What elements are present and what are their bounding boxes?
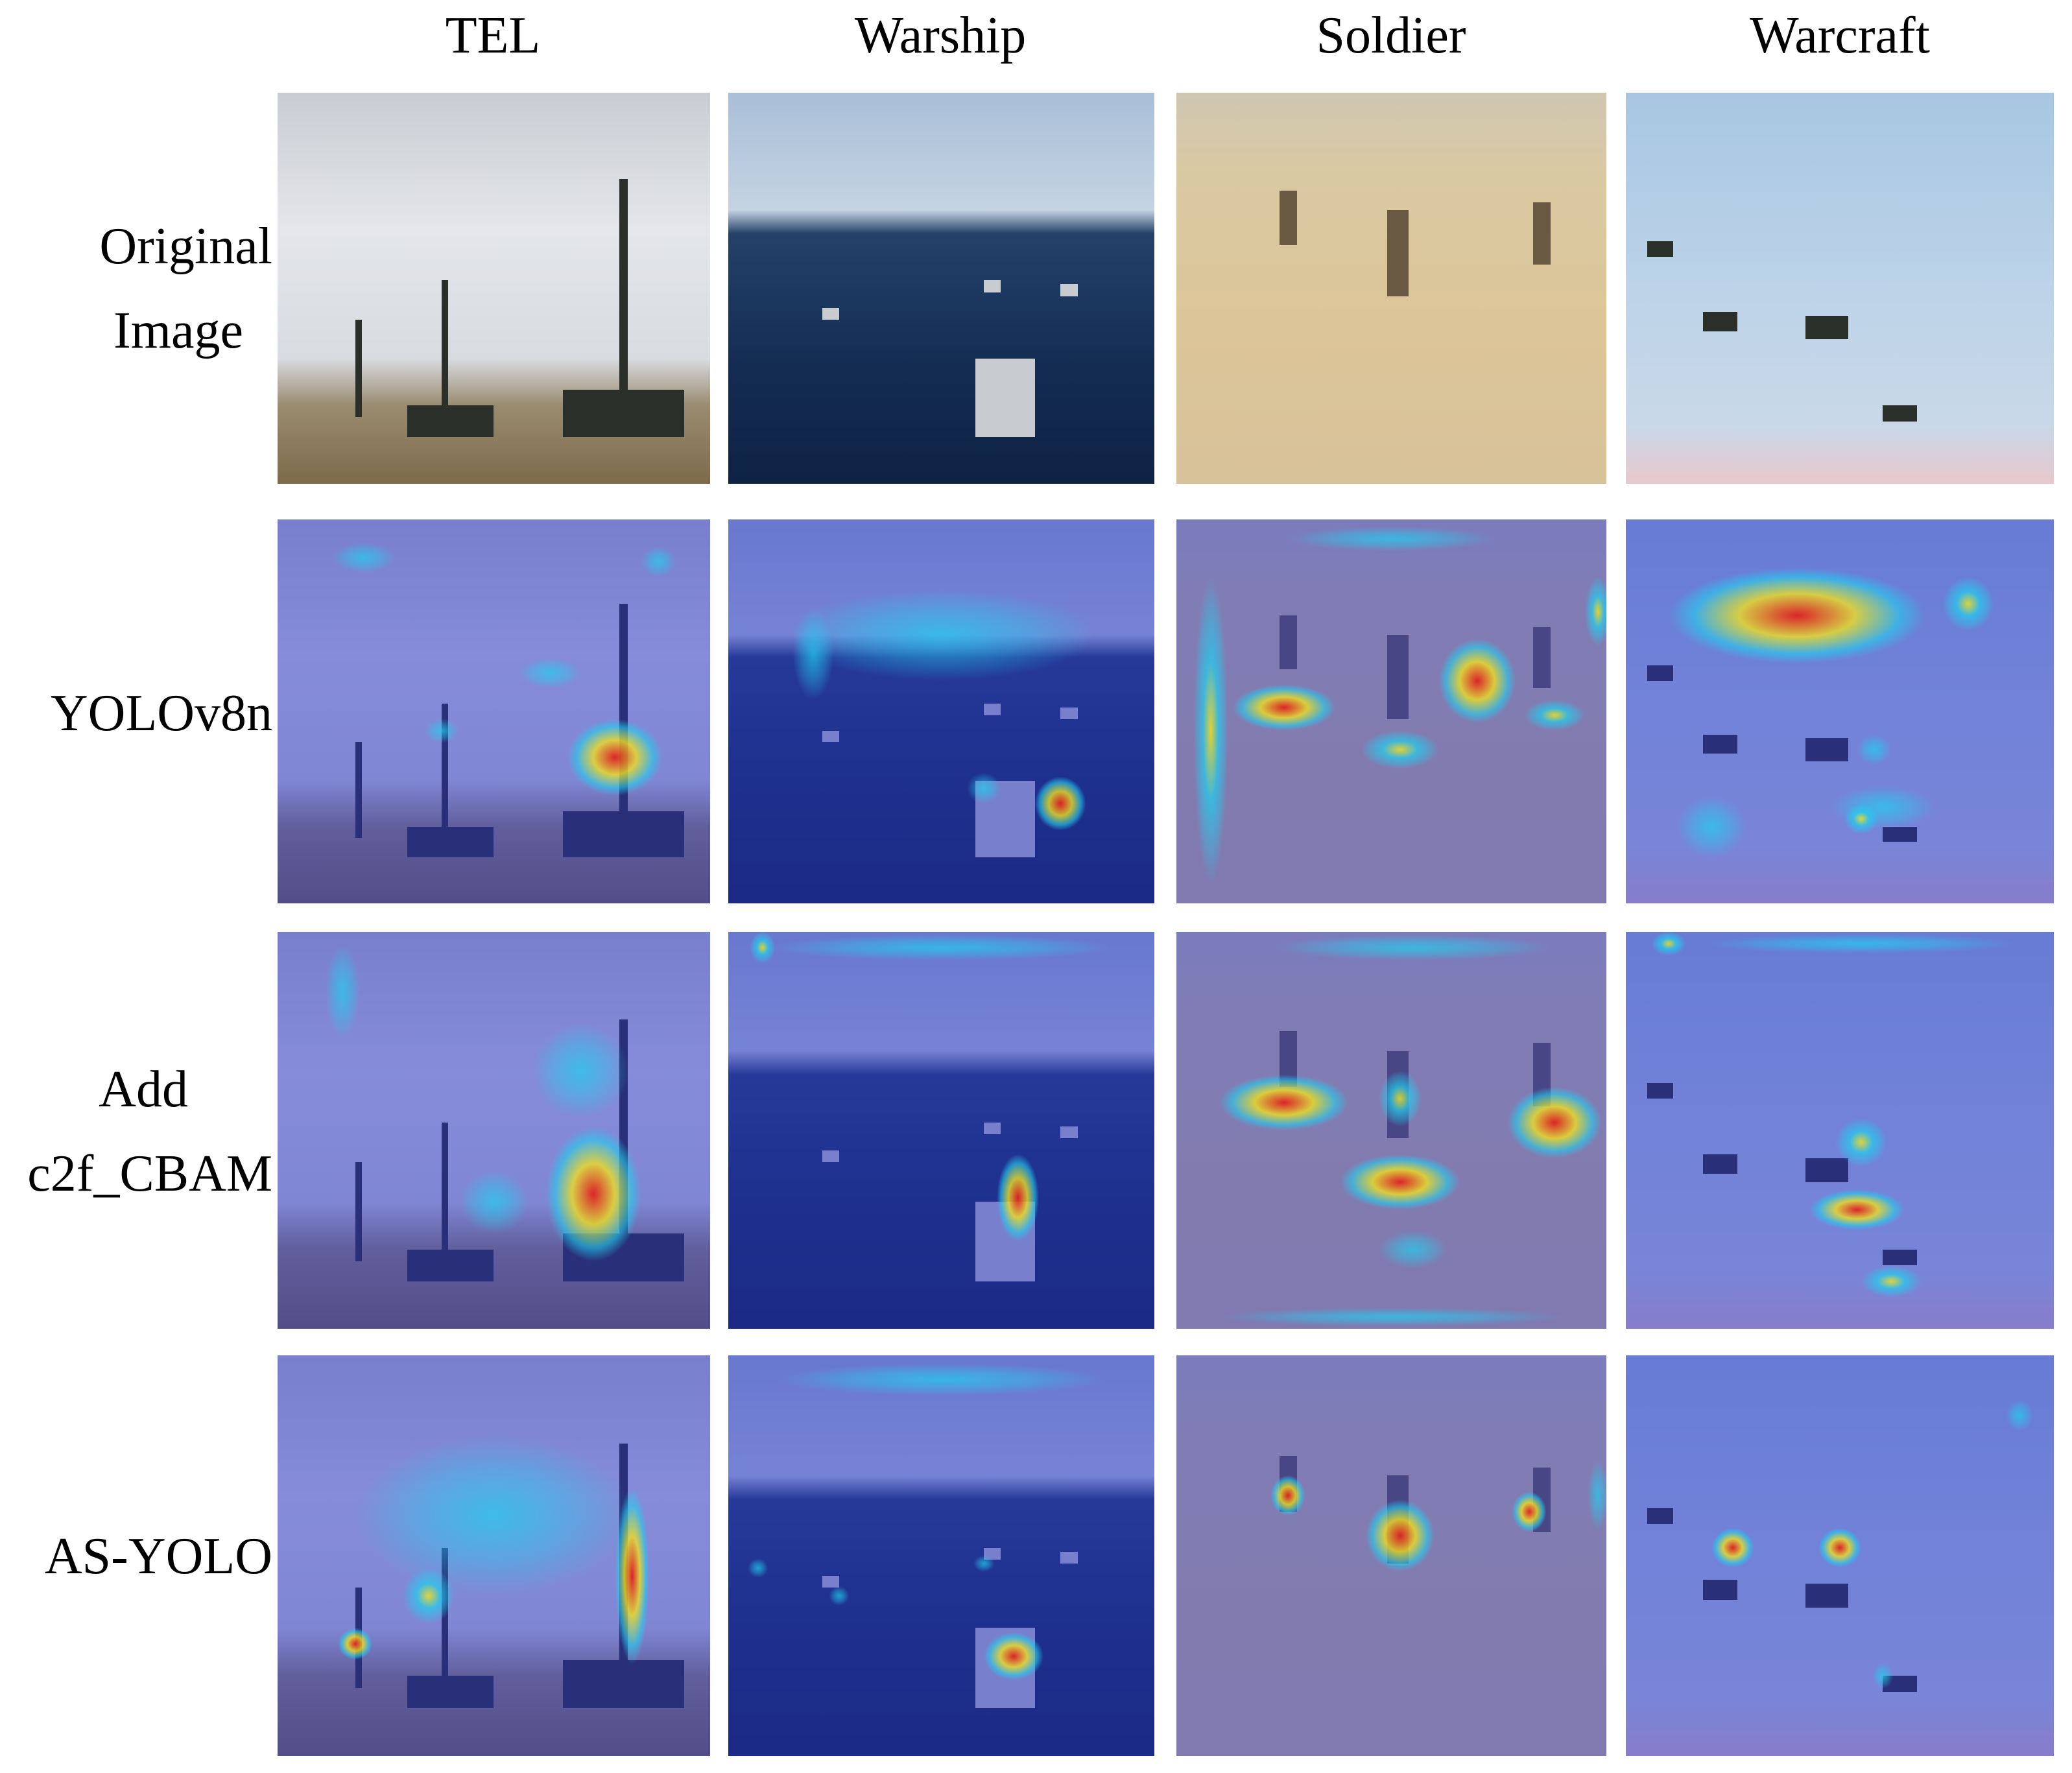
object-silhouette [1647, 241, 1673, 257]
heatmap-hotspot [1711, 1527, 1754, 1568]
heatmap-hotspot [338, 1628, 373, 1660]
heatmap-hotspot [1584, 1451, 1606, 1540]
image-yolov8n-warcraft [1626, 519, 2054, 903]
heatmap-hotspot [1512, 1492, 1547, 1532]
heatmap-hotspot [1669, 567, 1925, 663]
object-silhouette [1280, 190, 1297, 246]
row-label-add-c2f-cbam: Add c2f_CBAM [27, 1061, 272, 1202]
heatmap-hotspot [962, 768, 1006, 807]
object-silhouette [984, 280, 1001, 292]
heatmap-hotspot [984, 1632, 1044, 1680]
heatmap-hotspot [1942, 577, 1994, 631]
heatmap-hotspot [1852, 730, 1896, 769]
image-as-yolo-warcraft [1626, 1355, 2054, 1756]
heatmap-hotspot [787, 596, 839, 711]
heatmap-hotspot [1339, 1154, 1460, 1210]
object-silhouette [619, 178, 628, 414]
warship-photo [728, 93, 1154, 484]
heatmap-hotspot [1818, 780, 1947, 835]
heatmap-hotspot [1365, 1499, 1435, 1572]
image-original-soldier [1176, 93, 1606, 484]
heatmap-hotspot [728, 932, 1154, 964]
warcraft-photo [1626, 93, 2054, 484]
image-c2f-cbam-warship [728, 932, 1154, 1329]
object-silhouette [355, 319, 363, 418]
heatmap-overlay [728, 932, 1154, 1329]
heatmap-hotspot [320, 1415, 667, 1616]
heatmap-hotspot [1835, 1118, 1887, 1167]
heatmap-hotspot [511, 654, 589, 693]
object-silhouette [1060, 284, 1078, 296]
heatmap-hotspot [745, 1555, 771, 1580]
heatmap-hotspot [1219, 1075, 1349, 1130]
heatmap-hotspot [2002, 1395, 2037, 1436]
heatmap-hotspot [519, 1011, 641, 1130]
image-original-warship [728, 93, 1154, 484]
column-label-warship: Warship [854, 7, 1027, 64]
image-yolov8n-soldier [1176, 519, 1606, 903]
heatmap-hotspot [1193, 577, 1228, 885]
image-c2f-cbam-tel [278, 932, 710, 1329]
row-label-as-yolo: AS-YOLO [44, 1528, 272, 1585]
object-silhouette [1702, 311, 1737, 331]
heatmap-hotspot [1241, 932, 1585, 964]
heatmap-hotspot [325, 538, 403, 577]
column-label-soldier: Soldier [1316, 7, 1466, 64]
heatmap-hotspot [1035, 776, 1086, 831]
row-label-original-image: Original Image [99, 218, 272, 359]
heatmap-hotspot [1844, 803, 1879, 835]
row-label-yolov8n: YOLOv8n [50, 685, 272, 742]
image-c2f-cbam-warcraft [1626, 932, 2054, 1329]
heatmap-hotspot [996, 1154, 1040, 1242]
column-label-warcraft: Warcraft [1750, 7, 1930, 64]
object-silhouette [563, 390, 684, 437]
image-as-yolo-tel [278, 1355, 710, 1756]
image-as-yolo-warship [728, 1355, 1154, 1756]
heatmap-hotspot [1176, 1305, 1606, 1329]
heatmap-overlay [728, 1355, 1154, 1756]
object-silhouette [1883, 405, 1917, 422]
heatmap-hotspot [1669, 788, 1754, 865]
heatmap-hotspot [1232, 684, 1336, 731]
heatmap-hotspot [971, 1553, 997, 1574]
object-silhouette [975, 359, 1036, 437]
heatmap-overlay [278, 519, 710, 903]
heatmap-hotspot [567, 719, 663, 796]
heatmap-hotspot [1861, 1265, 1922, 1298]
heatmap-hotspot [636, 542, 680, 581]
heatmap-hotspot [420, 715, 464, 746]
heatmap-hotspot [739, 1359, 1144, 1399]
heatmap-hotspot [320, 932, 364, 1051]
object-silhouette [1533, 202, 1551, 265]
object-silhouette [822, 307, 839, 320]
heatmap-hotspot [450, 1161, 538, 1242]
object-silhouette [407, 405, 494, 437]
image-original-warcraft [1626, 93, 2054, 484]
object-silhouette [1387, 209, 1409, 296]
heatmap-hotspot [1262, 523, 1521, 554]
heatmap-hotspot [1361, 730, 1439, 769]
object-silhouette [442, 280, 449, 418]
heatmap-hotspot [1378, 1071, 1422, 1126]
heatmap-hotspot [545, 1126, 641, 1261]
heatmap-hotspot [1525, 700, 1585, 731]
column-label-tel: TEL [445, 7, 541, 64]
image-yolov8n-warship [728, 519, 1154, 903]
heatmap-hotspot [1870, 1660, 1896, 1693]
heatmap-hotspot [1584, 577, 1606, 647]
heatmap-hotspot [1270, 1475, 1305, 1516]
heatmap-hotspot [1507, 1086, 1602, 1158]
object-silhouette [1805, 315, 1849, 339]
heatmap-hotspot [1818, 1527, 1861, 1568]
image-original-tel [278, 93, 710, 484]
image-c2f-cbam-soldier [1176, 932, 1606, 1329]
heatmap-hotspot [1370, 1225, 1456, 1274]
heatmap-hotspot [1438, 638, 1516, 723]
heatmap-hotspot [1669, 932, 2054, 956]
image-as-yolo-soldier [1176, 1355, 1606, 1756]
image-yolov8n-tel [278, 519, 710, 903]
heatmap-hotspot [826, 1584, 852, 1608]
heatmap-hotspot [1809, 1189, 1904, 1230]
